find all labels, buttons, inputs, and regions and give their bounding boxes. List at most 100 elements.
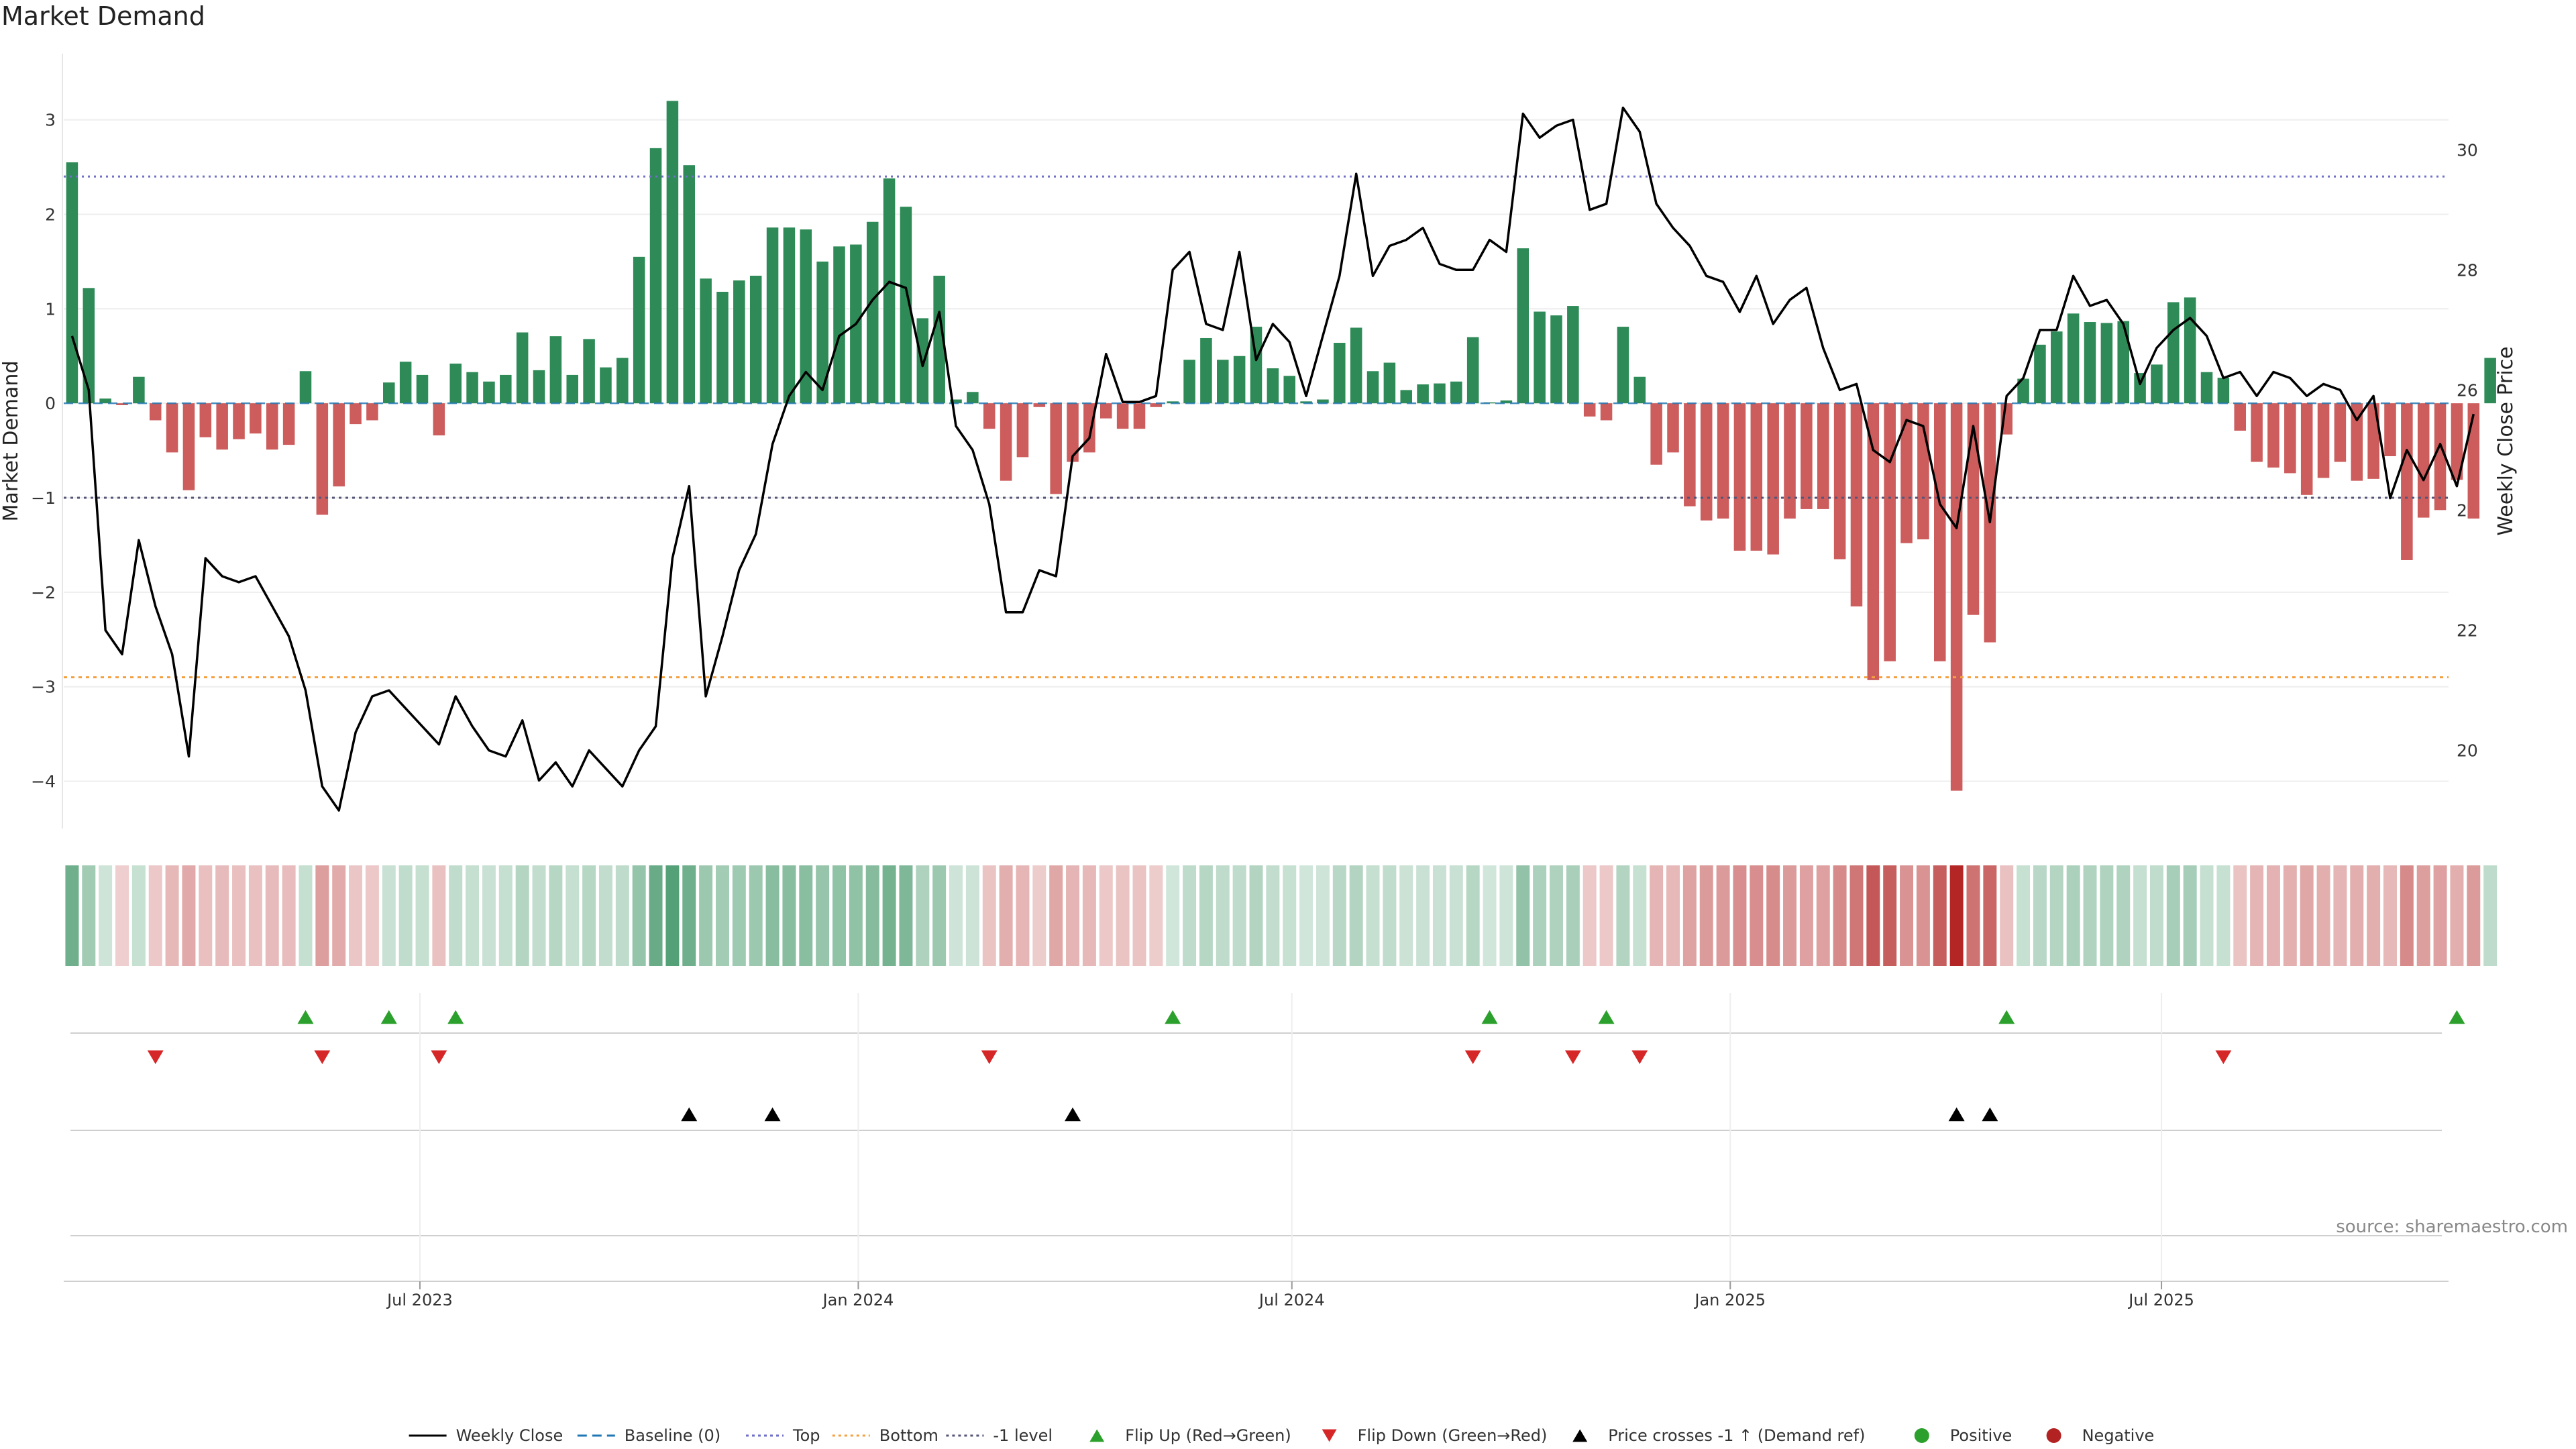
flip-down-marker — [1564, 1050, 1581, 1065]
heat-cell — [649, 865, 663, 966]
demand-bar — [466, 372, 478, 404]
legend-swatch — [1914, 1428, 1929, 1443]
heat-cell — [1166, 865, 1180, 966]
x-tick-label: Jul 2024 — [1258, 1291, 1325, 1309]
heat-cell — [1949, 865, 1964, 966]
heat-cell — [432, 865, 446, 966]
demand-bar — [983, 403, 996, 429]
demand-bar — [2117, 321, 2129, 404]
heat-cell — [999, 865, 1013, 966]
legend-label: Price crosses -1 ↑ (Demand ref) — [1608, 1426, 1865, 1445]
demand-bar — [950, 399, 962, 404]
demand-bar — [1867, 403, 1880, 680]
heat-cell — [932, 865, 947, 966]
demand-bar — [182, 403, 195, 490]
legend-swatch — [2046, 1428, 2061, 1443]
heat-cell — [949, 865, 963, 966]
heat-cell — [2000, 865, 2014, 966]
heat-cell — [1283, 865, 1297, 966]
heat-cell — [816, 865, 830, 966]
heat-cell — [1183, 865, 1197, 966]
heat-cell — [165, 865, 179, 966]
demand-bar — [883, 178, 896, 404]
flip-down-marker — [1631, 1050, 1648, 1065]
demand-bar — [1817, 403, 1829, 509]
heat-cell — [1266, 865, 1280, 966]
demand-bar — [2334, 403, 2347, 462]
flip-down-marker — [1464, 1050, 1481, 1065]
demand-bar — [583, 339, 595, 404]
flip-up-marker — [1598, 1010, 1615, 1024]
demand-bar — [1417, 384, 1429, 404]
heat-cell — [582, 865, 596, 966]
demand-bar — [2234, 403, 2247, 431]
demand-bar — [2051, 331, 2063, 404]
heat-cell — [865, 865, 879, 966]
heat-cell — [215, 865, 229, 966]
y-tick-label: −2 — [31, 583, 56, 602]
demand-bar — [166, 403, 178, 453]
flip-down-marker — [2215, 1050, 2232, 1065]
heat-cell — [1816, 865, 1830, 966]
heat-cell — [1249, 865, 1263, 966]
demand-bar — [967, 392, 979, 404]
legend-label: -1 level — [993, 1426, 1053, 1445]
demand-bar — [1083, 403, 1095, 453]
heat-cell — [899, 865, 913, 966]
heat-cell — [1099, 865, 1113, 966]
chart-title: Market Demand — [1, 1, 205, 31]
demand-bar — [2284, 403, 2296, 474]
legend-label: Negative — [2082, 1426, 2155, 1445]
demand-bar — [1950, 403, 1963, 791]
heat-cell — [2216, 865, 2231, 966]
demand-bar — [1733, 403, 1746, 551]
demand-bar — [1350, 327, 1362, 404]
x-tick-label: Jan 2024 — [822, 1291, 894, 1309]
demand-bar — [683, 165, 696, 404]
heat-cell — [2316, 865, 2330, 966]
heat-cell — [2183, 865, 2197, 966]
demand-bar — [2217, 378, 2230, 404]
demand-bar — [549, 336, 562, 404]
demand-bar — [1300, 401, 1312, 404]
heat-cell — [1616, 865, 1630, 966]
heat-cell — [1799, 865, 1813, 966]
demand-bar — [1033, 403, 1046, 407]
legend-label: Top — [792, 1426, 820, 1445]
demand-bar — [2067, 313, 2080, 404]
heat-cell — [1916, 865, 1930, 966]
demand-bar — [1450, 381, 1462, 404]
demand-bar — [66, 162, 78, 404]
demand-bar — [1784, 403, 1796, 519]
flip-down-marker — [314, 1050, 331, 1065]
legend-swatch — [1322, 1429, 1337, 1442]
y-tick-label: 2 — [45, 205, 56, 224]
demand-bar — [316, 403, 329, 515]
heat-cell — [732, 865, 746, 966]
flip-up-marker — [2449, 1010, 2465, 1024]
heat-cell — [1900, 865, 1914, 966]
heat-cell — [1849, 865, 1864, 966]
demand-bar — [2367, 403, 2379, 479]
y-axis-label: Market Demand — [0, 361, 23, 522]
demand-bar — [83, 288, 95, 404]
demand-bar — [233, 403, 245, 439]
heat-cell — [699, 865, 713, 966]
demand-bar — [1050, 403, 1062, 494]
heat-cell — [2416, 865, 2430, 966]
heat-cell — [2283, 865, 2297, 966]
heat-cell — [665, 865, 680, 966]
heat-cell — [2350, 865, 2364, 966]
price-cross-marker — [1982, 1107, 1998, 1122]
demand-bar — [1167, 401, 1179, 404]
demand-bar — [1016, 403, 1029, 458]
heat-cell — [1983, 865, 1997, 966]
y2-tick-label: 20 — [2457, 741, 2478, 761]
demand-bar — [1884, 403, 1896, 661]
heat-cell — [1149, 865, 1163, 966]
legend-label: Positive — [1950, 1426, 2012, 1445]
heat-cell — [2433, 865, 2447, 966]
price-cross-marker — [681, 1107, 698, 1122]
demand-bar — [2401, 403, 2413, 560]
demand-bar — [2467, 403, 2480, 519]
